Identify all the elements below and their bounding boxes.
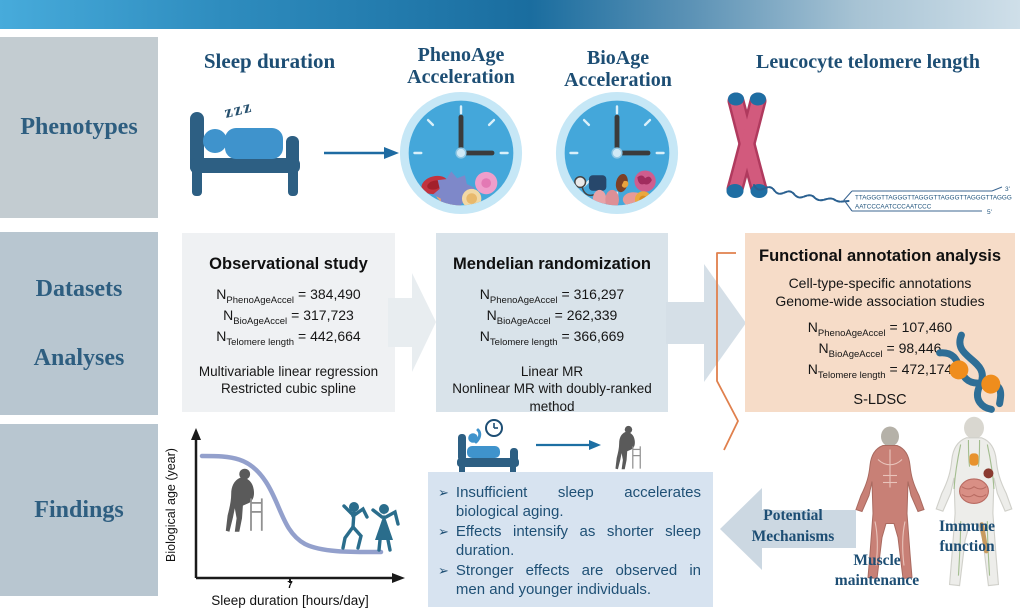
analyses-label: Analyses: [33, 344, 125, 371]
chart-xlabel: Sleep duration [hours/day]: [211, 593, 369, 608]
mr-n-bioage: NBioAgeAccel = 262,339: [486, 306, 618, 327]
functional-subtitles: Cell-type-specific annotations Genome-wi…: [775, 275, 985, 310]
datasets-label: Datasets: [35, 275, 123, 302]
observational-title: Observational study: [209, 255, 368, 273]
mr-n-phenoage: NPhenoAgeAccel = 316,297: [479, 286, 625, 306]
telomere-title: Leucocyte telomere length: [756, 51, 980, 73]
biological-age-chart: [191, 428, 405, 583]
flow-arrow-1-icon: [388, 273, 436, 372]
mini-arrow-icon: [536, 440, 601, 450]
awake-bed-icon: [457, 419, 519, 473]
obs-n-telomere: NTelomere length = 442,664: [216, 327, 361, 348]
fa-n-telomere: NTelomere length = 472,174: [807, 360, 953, 381]
zzz-text: zzz: [222, 97, 254, 122]
immune-body-icon: [935, 416, 1013, 587]
dna-helix-icon: [936, 331, 1005, 413]
fa-n-bioage: NBioAgeAccel = 98,446: [818, 339, 942, 360]
phenoage-clock-icon: [399, 91, 523, 215]
bullet-arrow-icon: ➢: [438, 563, 449, 578]
telomere-sequence-figure: TTAGGGTTAGGGTTAGGGTTAGGGTTAGGGTTAGGG AAT…: [843, 186, 1012, 216]
muscle-body-icon: [855, 426, 925, 580]
sequence-bottom-text: AATCCCAATCCCAATCCC: [855, 204, 932, 211]
old-man-walker-icon: [224, 467, 263, 533]
findings-bullet-box: ➢ Insufficient sleep accelerates biologi…: [428, 472, 713, 607]
finding-item-3: ➢ Stronger effects are observed in men a…: [438, 562, 701, 598]
mr-n-telomere: NTelomere length = 366,669: [479, 327, 625, 348]
short-sleep-to-aging-scene: [457, 419, 641, 473]
finding-item-2: ➢ Effects intensify as shorter sleep dur…: [438, 523, 701, 559]
mr-methods: Linear MR Nonlinear MR with doubly-ranke…: [452, 363, 652, 414]
flow-arrow-2-icon: [666, 264, 746, 382]
potential-mechanisms-label: Potential Mechanisms: [751, 507, 835, 545]
sidebar-box-phenotypes: Phenotypes: [0, 37, 158, 218]
sequence-top-text: TTAGGGTTAGGGTTAGGGTTAGGGTTAGGGTTAGGG: [855, 195, 1012, 202]
muscle-maintenance-label: Muscle maintenance: [834, 552, 920, 590]
dancing-elderly-icon: [341, 502, 400, 552]
header-gradient-bar: [0, 0, 1020, 29]
bioage-clock-icon: [555, 91, 679, 215]
chart-ylabel: Biological age (year): [164, 448, 178, 562]
functional-title: Functional annotation analysis: [758, 247, 1002, 265]
potential-mechanisms-arrow-icon: [720, 488, 856, 570]
chart-xtick-7: 7: [287, 580, 293, 591]
observational-study-box: Observational study NPhenoAgeAccel = 384,…: [182, 233, 395, 412]
findings-label: Findings: [34, 496, 124, 523]
dna-strand-squiggle-icon: [753, 184, 850, 203]
sidebar-box-datasets-analyses: Datasets Analyses: [0, 232, 158, 415]
bioage-title: BioAge Acceleration: [564, 47, 672, 92]
sleep-to-phenoage-arrow-icon: [324, 147, 399, 159]
sidebar-box-findings: Findings: [0, 424, 158, 596]
sleep-duration-title: Sleep duration: [203, 49, 336, 73]
obs-methods: Multivariable linear regression Restrict…: [198, 363, 379, 397]
sldsc-label: S-LDSC: [853, 391, 907, 408]
mendelian-title: Mendelian randomization: [452, 255, 652, 273]
functional-n-block: NPhenoAgeAccel = 107,460 NBioAgeAccel = 98…: [745, 319, 1015, 382]
chromosome-icon: [726, 92, 768, 198]
phenotypes-label: Phenotypes: [20, 114, 138, 140]
mendelian-randomization-box: Mendelian randomization NPhenoAgeAccel = …: [436, 233, 668, 414]
five-prime-label: 5': [987, 209, 992, 216]
immune-function-label: Immune function: [939, 518, 995, 556]
sleeping-bed-icon: zzz: [190, 97, 300, 196]
fa-n-phenoage: NPhenoAgeAccel = 107,460: [807, 318, 953, 339]
finding-item-1: ➢ Insufficient sleep accelerates biologi…: [438, 484, 701, 520]
orange-bracket-line: [716, 252, 739, 451]
obs-n-bioage: NBioAgeAccel = 317,723: [223, 306, 354, 327]
three-prime-label: 3': [1005, 186, 1010, 193]
sigmoid-curve: [199, 453, 384, 555]
bullet-arrow-icon: ➢: [438, 485, 449, 500]
old-man-walker-icon: [614, 425, 641, 470]
phenoage-title: PhenoAge Acceleration: [407, 44, 515, 89]
obs-n-phenoage: NPhenoAgeAccel = 384,490: [216, 286, 361, 306]
bullet-arrow-icon: ➢: [438, 524, 449, 539]
